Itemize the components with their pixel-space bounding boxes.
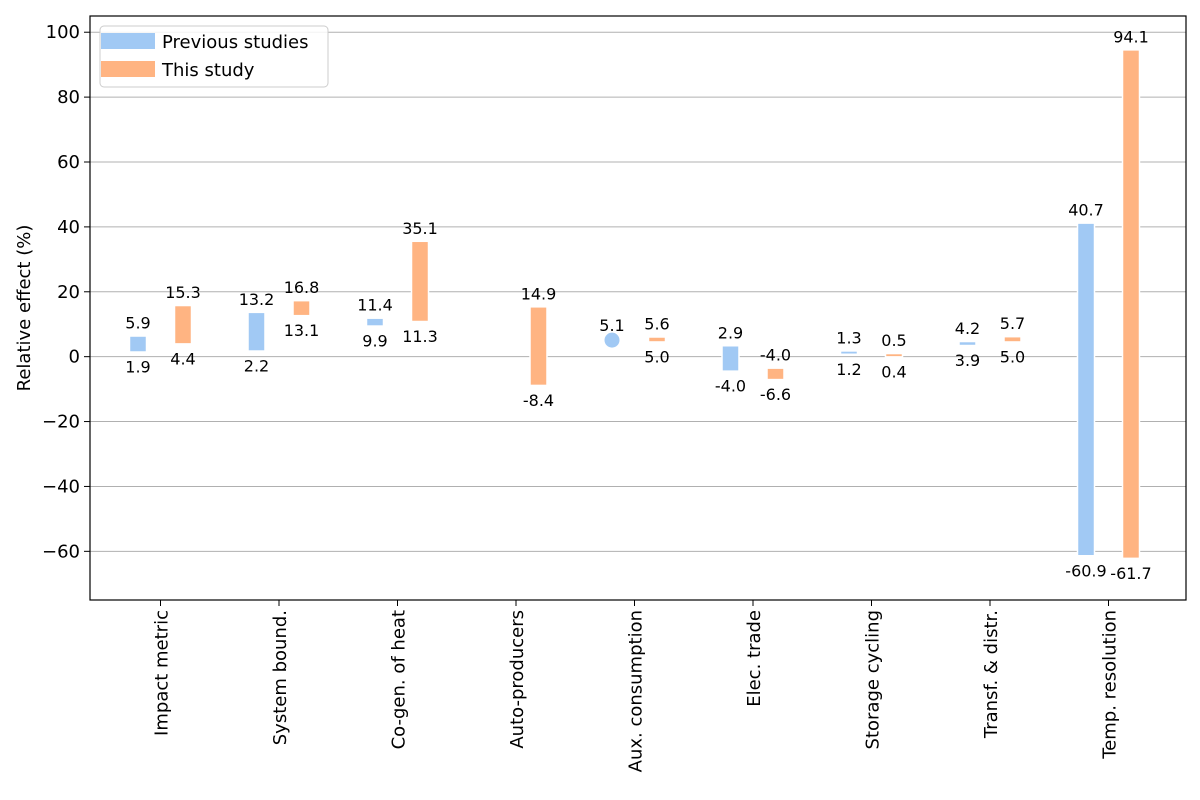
previous-bar [247,311,266,352]
y-tick-label: 80 [57,87,80,108]
y-tick-label: 60 [57,152,80,173]
previous-bar [721,345,740,372]
previous-low-label: 1.9 [125,358,150,377]
this-study-low-label: 5.0 [644,347,669,366]
previous-bar [839,350,859,356]
legend-label: Previous studies [162,32,309,53]
this-study-low-label: 0.4 [881,362,906,381]
x-tick-label: Storage cycling [863,610,884,749]
legend-swatch [101,61,155,77]
this-study-high-label: 5.7 [1000,314,1025,333]
y-tick-label: 20 [57,282,80,303]
this-study-bar [410,240,430,323]
this-study-low-label: 4.4 [170,349,195,368]
previous-bar [128,335,148,353]
y-tick-label: 100 [46,22,80,43]
x-tick-label: Temp. resolution [1100,610,1121,760]
this-study-bar [647,336,667,343]
legend: Previous studies This study [99,25,329,88]
x-tick-label: Transf. & distr. [981,610,1002,739]
this-study-low-label: -8.4 [523,391,554,410]
this-study-bar [1121,49,1141,560]
previous-high-label: 13.2 [239,290,275,309]
this-study-low-label: 11.3 [402,327,438,346]
this-study-bar [529,306,548,387]
previous-low-label: 1.2 [836,360,861,379]
this-study-high-label: 5.6 [644,314,669,333]
y-tick-label: −20 [42,412,80,433]
this-study-low-label: -6.6 [760,385,791,404]
y-tick-label: −40 [42,476,80,497]
x-tick-label: Co-gen. of heat [389,610,410,749]
this-study-low-label: -61.7 [1110,564,1151,583]
previous-high-label: 1.3 [836,328,861,347]
axes: −60 −40 −20 0 20 40 60 80 100 Impact metric System… [14,15,1187,772]
legend-box [99,25,329,88]
previous-high-label: 2.9 [718,323,743,342]
previous-low-label: 9.9 [362,332,387,351]
previous-high-label: 40.7 [1068,201,1104,220]
this-study-bar [173,304,193,345]
bars [128,49,1141,560]
y-tick-label: −60 [42,541,80,562]
this-study-high-label: 35.1 [402,219,438,238]
this-study-high-label: -4.0 [760,346,791,365]
this-study-low-label: 5.0 [1000,347,1025,366]
previous-high-label: 5.1 [599,316,624,335]
previous-low-label: 2.2 [244,357,269,376]
this-study-bar [1003,335,1022,343]
this-study-bar [766,367,785,381]
previous-high-label: 4.2 [955,319,980,338]
legend-label: This study [161,60,255,81]
gridlines [90,31,1186,552]
this-study-low-label: 13.1 [284,321,320,340]
x-tick-label: System bound. [270,610,291,745]
x-tick-label: Auto-producers [507,610,528,749]
previous-high-label: 11.4 [357,296,393,315]
x-tick-label: Aux. consumption [626,610,647,772]
data-labels: 5.9 1.9 13.2 2.2 11.4 9.9 5.1 2.9 -4.0 1.3 1.2 4.2 3… [125,27,1151,582]
this-study-high-label: 0.5 [881,331,906,350]
x-tick-label: Impact metric [152,610,173,736]
previous-bar [1076,222,1096,557]
legend-swatch [101,33,155,49]
y-tick-label: 40 [57,217,80,238]
plot-frame [89,15,1187,601]
this-study-bar [292,299,311,317]
this-study-bar [884,352,904,358]
previous-bar [958,340,977,347]
previous-low-label: -4.0 [715,377,746,396]
previous-point [604,332,620,348]
this-study-high-label: 15.3 [165,283,201,302]
previous-bar [365,317,385,327]
y-tick-label: 0 [69,347,80,368]
previous-low-label: -60.9 [1065,561,1106,580]
this-study-high-label: 94.1 [1113,27,1149,46]
x-tick-label: Elec. trade [744,610,765,707]
previous-low-label: 3.9 [955,351,980,370]
this-study-high-label: 16.8 [284,278,320,297]
y-axis-label: Relative effect (%) [14,225,35,392]
previous-high-label: 5.9 [125,314,150,333]
this-study-high-label: 14.9 [521,284,557,303]
